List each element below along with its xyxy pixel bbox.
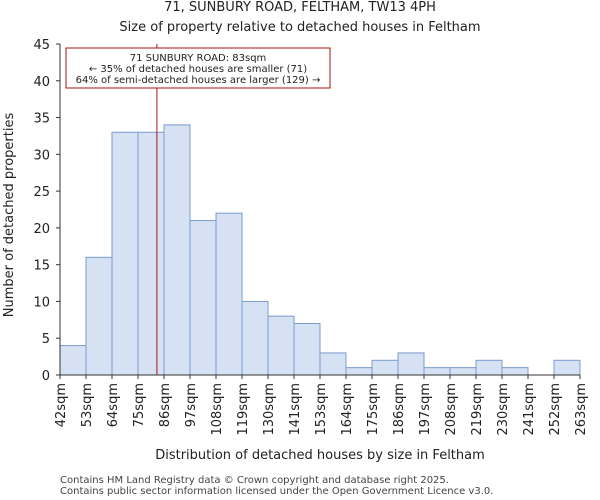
y-tick-label: 35 [33,112,50,127]
y-tick-label: 10 [33,295,50,310]
histogram-bar [267,315,295,376]
annotation-rect [65,47,331,89]
histogram-bar [475,359,503,376]
footer-line2: Contains public sector information licen… [60,486,493,497]
y-tick-label: 30 [33,148,50,163]
chart-title-line2: Size of property relative to detached ho… [119,20,480,35]
x-tick-label: 153sqm [314,383,329,436]
y-tick-label: 25 [33,185,50,200]
x-tick-label: 230sqm [496,383,511,436]
x-tick-label: 263sqm [574,383,589,436]
y-axis: 0 5 10 15 20 25 30 35 40 45 [33,38,61,384]
histogram-bar [553,359,581,376]
x-tick-label: 108sqm [210,383,225,436]
x-tick-label: 130sqm [262,383,277,436]
x-tick-label: 252sqm [548,383,563,436]
annotation-line3: 64% of semi-detached houses are larger (… [76,75,321,86]
histogram-bar [215,212,243,376]
y-tick-label: 15 [33,259,50,274]
bars-group [59,124,581,376]
x-tick-label: 186sqm [392,383,407,436]
histogram-bar [59,345,87,376]
histogram-bar [371,359,399,376]
x-tick-label: 75sqm [132,383,147,427]
annotation-line1: 71 SUNBURY ROAD: 83sqm [130,53,267,64]
histogram-bar [241,300,269,376]
histogram-bar [293,323,321,376]
chart-title-line1: 71, SUNBURY ROAD, FELTHAM, TW13 4PH [164,0,436,15]
x-tick-label: 97sqm [184,383,199,427]
y-tick-label: 0 [42,369,50,384]
histogram-bar [85,256,113,376]
histogram-bar [449,367,477,376]
y-tick-label: 40 [33,75,50,90]
x-tick-label: 42sqm [54,383,69,427]
x-tick-label: 53sqm [80,383,95,427]
histogram-bar [423,367,451,376]
histogram-bar [319,352,347,376]
histogram-bar [163,124,191,376]
footer-line1: Contains HM Land Registry data © Crown c… [60,475,449,486]
annotation-line2: ← 35% of detached houses are smaller (71… [89,64,307,75]
histogram-bar [345,367,373,376]
histogram-bar [501,367,529,376]
x-axis: 42sqm 53sqm 64sqm 75sqm 86sqm 97sqm 108sqm 119s… [54,374,589,436]
x-tick-label: 141sqm [288,383,303,436]
x-tick-label: 175sqm [366,383,381,436]
histogram-bar [137,131,165,376]
histogram-bar [111,131,139,376]
x-tick-label: 64sqm [106,383,121,427]
x-tick-label: 208sqm [444,383,459,436]
y-axis-label: Number of detached properties [2,113,17,318]
x-tick-label: 197sqm [418,383,433,436]
histogram-bar [397,352,425,376]
y-tick-label: 5 [42,332,50,347]
annotation-box: 71 SUNBURY ROAD: 83sqm ← 35% of detached… [65,47,331,89]
x-axis-label: Distribution of detached houses by size … [155,448,485,463]
x-tick-label: 241sqm [522,383,537,436]
y-tick-label: 20 [33,222,50,237]
x-tick-label: 164sqm [340,383,355,436]
y-tick-label: 45 [33,38,50,53]
x-tick-label: 86sqm [158,383,173,427]
x-tick-label: 219sqm [470,383,485,436]
histogram-bar [189,220,217,376]
x-tick-label: 119sqm [236,383,251,436]
